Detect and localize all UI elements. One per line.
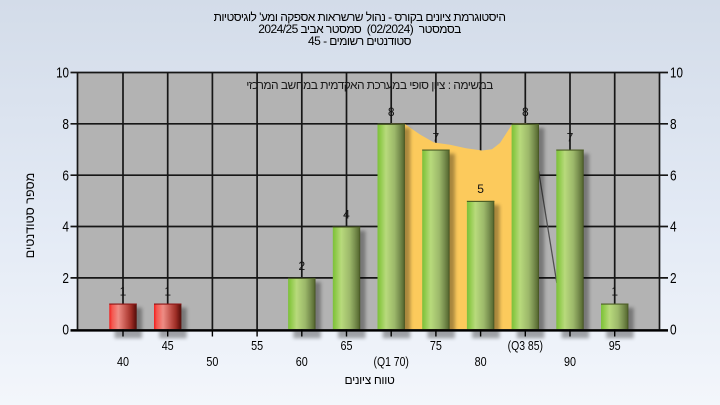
svg-text:2: 2 [62,270,69,287]
svg-text:40: 40 [117,354,129,369]
svg-text:4: 4 [670,219,677,236]
svg-text:10: 10 [670,65,683,82]
svg-text:10: 10 [56,65,69,82]
svg-text:8: 8 [388,105,395,119]
svg-text:8: 8 [522,105,529,119]
svg-text:80: 80 [475,354,487,369]
svg-text:(Q3 85): (Q3 85) [508,338,543,353]
svg-text:במשימה : ציון סופי במערכת האקד: במשימה : ציון סופי במערכת האקדמית במחשב … [246,78,493,92]
svg-text:1: 1 [611,285,618,299]
svg-text:6: 6 [670,167,677,184]
svg-text:מספר סטודנטים: מספר סטודנטים [23,173,37,258]
svg-text:0: 0 [62,321,69,338]
svg-text:45: 45 [162,338,174,353]
svg-text:8: 8 [62,116,69,133]
svg-text:6: 6 [62,167,69,184]
svg-text:1: 1 [164,285,171,299]
svg-text:8: 8 [670,116,677,133]
svg-text:7: 7 [567,131,574,145]
svg-text:50: 50 [206,354,218,369]
svg-text:95: 95 [609,338,621,353]
svg-text:55: 55 [251,338,263,353]
svg-text:2: 2 [670,270,677,287]
svg-text:5: 5 [477,182,484,196]
svg-text:טווח ציונים: טווח ציונים [345,373,395,387]
svg-text:4: 4 [62,219,69,236]
svg-text:0: 0 [670,321,677,338]
svg-text:4: 4 [343,208,350,222]
svg-text:1: 1 [120,285,127,299]
svg-text:90: 90 [564,354,576,369]
svg-text:75: 75 [430,338,442,353]
svg-text:7: 7 [433,131,440,145]
svg-text:(Q1 70): (Q1 70) [374,354,409,369]
svg-text:2: 2 [298,259,305,273]
svg-text:60: 60 [296,354,308,369]
svg-text:65: 65 [341,338,353,353]
